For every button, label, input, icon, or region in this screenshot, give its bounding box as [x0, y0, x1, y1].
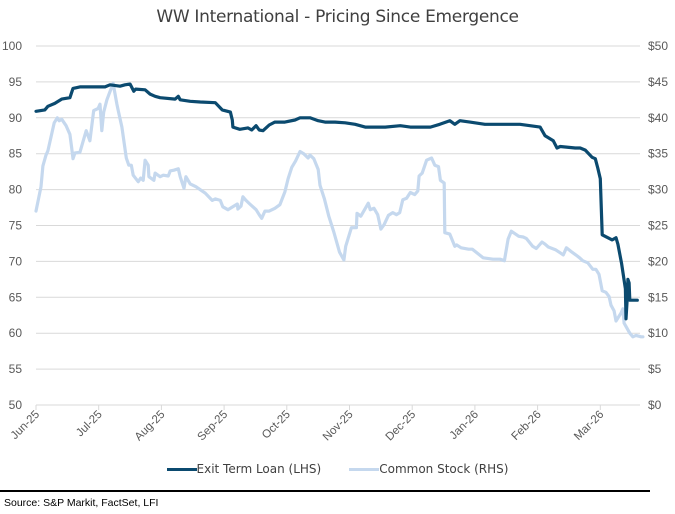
left-tick-label: 75: [9, 219, 23, 233]
right-tick-label: $5: [648, 362, 662, 376]
right-axis-ticks: $50 $45 $40 $35 $30 $25 $20 $15 $10 $5 $0: [648, 39, 668, 412]
left-tick-label: 55: [9, 362, 23, 376]
right-tick-label: $0: [648, 398, 662, 412]
right-tick-label: $40: [648, 111, 668, 125]
legend-label-common-stock: Common Stock (RHS): [379, 462, 509, 476]
left-axis-ticks: 100 95 90 85 80 75 70 65 60 55 50: [2, 39, 22, 412]
left-tick-label: 70: [9, 254, 23, 268]
right-tick-label: $45: [648, 75, 668, 89]
legend-label-term-loan: Exit Term Loan (LHS): [196, 462, 322, 476]
x-tick-label: Mar-26: [572, 409, 606, 443]
left-tick-label: 95: [9, 75, 23, 89]
right-tick-label: $15: [648, 290, 668, 304]
source-note: Source: S&P Markit, FactSet, LFI: [4, 497, 159, 509]
right-tick-label: $50: [648, 39, 668, 53]
left-tick-label: 100: [2, 39, 22, 53]
right-tick-label: $20: [648, 254, 668, 268]
legend-swatch-term-loan: [166, 467, 197, 471]
right-tick-label: $30: [648, 183, 668, 197]
x-tick-label: Jun-25: [9, 409, 42, 442]
left-tick-label: 65: [9, 290, 23, 304]
x-tick-label: Nov-25: [321, 409, 356, 444]
right-tick-label: $10: [648, 326, 668, 340]
left-tick-label: 90: [9, 111, 23, 125]
series-layer: [34, 81, 645, 339]
footer-divider: [0, 490, 650, 492]
x-tick-label: Sep-25: [196, 409, 231, 444]
x-axis-ticks: Jun-25 Jul-25 Aug-25 Sep-25 Oct-25 Nov-25 Dec-…: [9, 405, 606, 444]
left-tick-label: 85: [9, 147, 23, 161]
left-tick-label: 60: [9, 326, 23, 340]
right-tick-label: $25: [648, 219, 668, 233]
x-tick-label: Feb-26: [509, 409, 543, 443]
chart-title: WW International - Pricing Since Emergen…: [156, 7, 519, 27]
series-line-term-loan: [34, 82, 639, 321]
x-tick-label: Oct-25: [260, 409, 293, 442]
legend: Exit Term Loan (LHS) Common Stock (RHS): [0, 462, 675, 476]
left-tick-label: 50: [9, 398, 23, 412]
x-tick-label: Jan-26: [448, 409, 481, 442]
left-tick-label: 80: [9, 183, 23, 197]
gridlines: [36, 45, 640, 406]
series-line-common-stock: [34, 81, 645, 339]
x-tick-label: Dec-25: [384, 409, 419, 444]
x-tick-label: Jul-25: [74, 409, 105, 440]
x-tick-label: Aug-25: [133, 409, 168, 444]
legend-item-common-stock: Common Stock (RHS): [349, 462, 508, 476]
right-tick-label: $35: [648, 147, 668, 161]
legend-swatch-common-stock: [349, 467, 380, 471]
legend-item-term-loan: Exit Term Loan (LHS): [166, 462, 322, 476]
